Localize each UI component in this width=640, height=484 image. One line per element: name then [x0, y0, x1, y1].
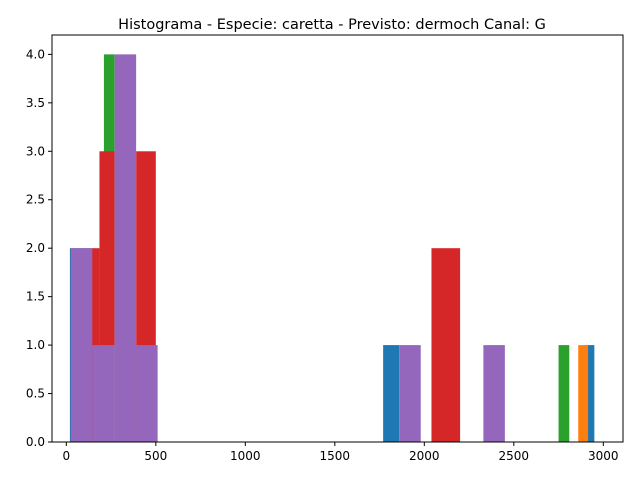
histogram-bar-series-5-bin-5	[399, 345, 421, 442]
x-tick-label: 3000	[588, 449, 619, 463]
y-axis: 0.0 0.5 1.0 1.5 2.0 2.5 3.0 3.5 4.0	[26, 47, 52, 449]
x-tick-label: 2000	[409, 449, 440, 463]
chart-title: Histograma - Especie: caretta - Previsto…	[118, 17, 546, 33]
y-tick-label: 3.0	[26, 144, 45, 158]
y-tick-label: 1.0	[26, 338, 45, 352]
bars-layer	[69, 54, 595, 443]
histogram-bar-series-1-bin-3	[383, 345, 400, 442]
x-tick-label: 1500	[320, 449, 351, 463]
histogram-bar-series-5-bin-3	[114, 54, 137, 442]
histogram-bar-series-5-bin-6	[483, 345, 505, 442]
y-tick-label: 0.5	[26, 387, 45, 401]
histogram-bar-series-5-bin-1	[70, 248, 93, 442]
y-tick-label: 4.0	[26, 47, 45, 61]
histogram-bar-series-4-bin-4	[431, 248, 461, 442]
axes-frame	[51, 34, 624, 443]
histogram-bar-series-4-bin-1	[91, 248, 100, 442]
y-tick-label: 0.0	[26, 435, 45, 449]
y-tick-label: 1.5	[26, 290, 45, 304]
x-axis: 0 500 1000 1500 2000 2500 3000	[62, 442, 619, 463]
y-tick-label: 2.5	[26, 193, 45, 207]
histogram-bar-series-5-bin-4	[136, 345, 158, 442]
y-tick-label: 2.0	[26, 241, 45, 255]
histogram-bar-series-2-bin-1	[578, 345, 589, 442]
histogram-bar-series-1-bin-4	[583, 345, 595, 442]
x-tick-label: 1000	[230, 449, 261, 463]
x-tick-label: 500	[144, 449, 167, 463]
histogram-bar-series-5-bin-2	[92, 345, 115, 442]
x-tick-label: 0	[62, 449, 70, 463]
y-tick-label: 3.5	[26, 96, 45, 110]
x-tick-label: 2500	[499, 449, 530, 463]
histogram-bar-series-3-bin-2	[558, 345, 570, 442]
